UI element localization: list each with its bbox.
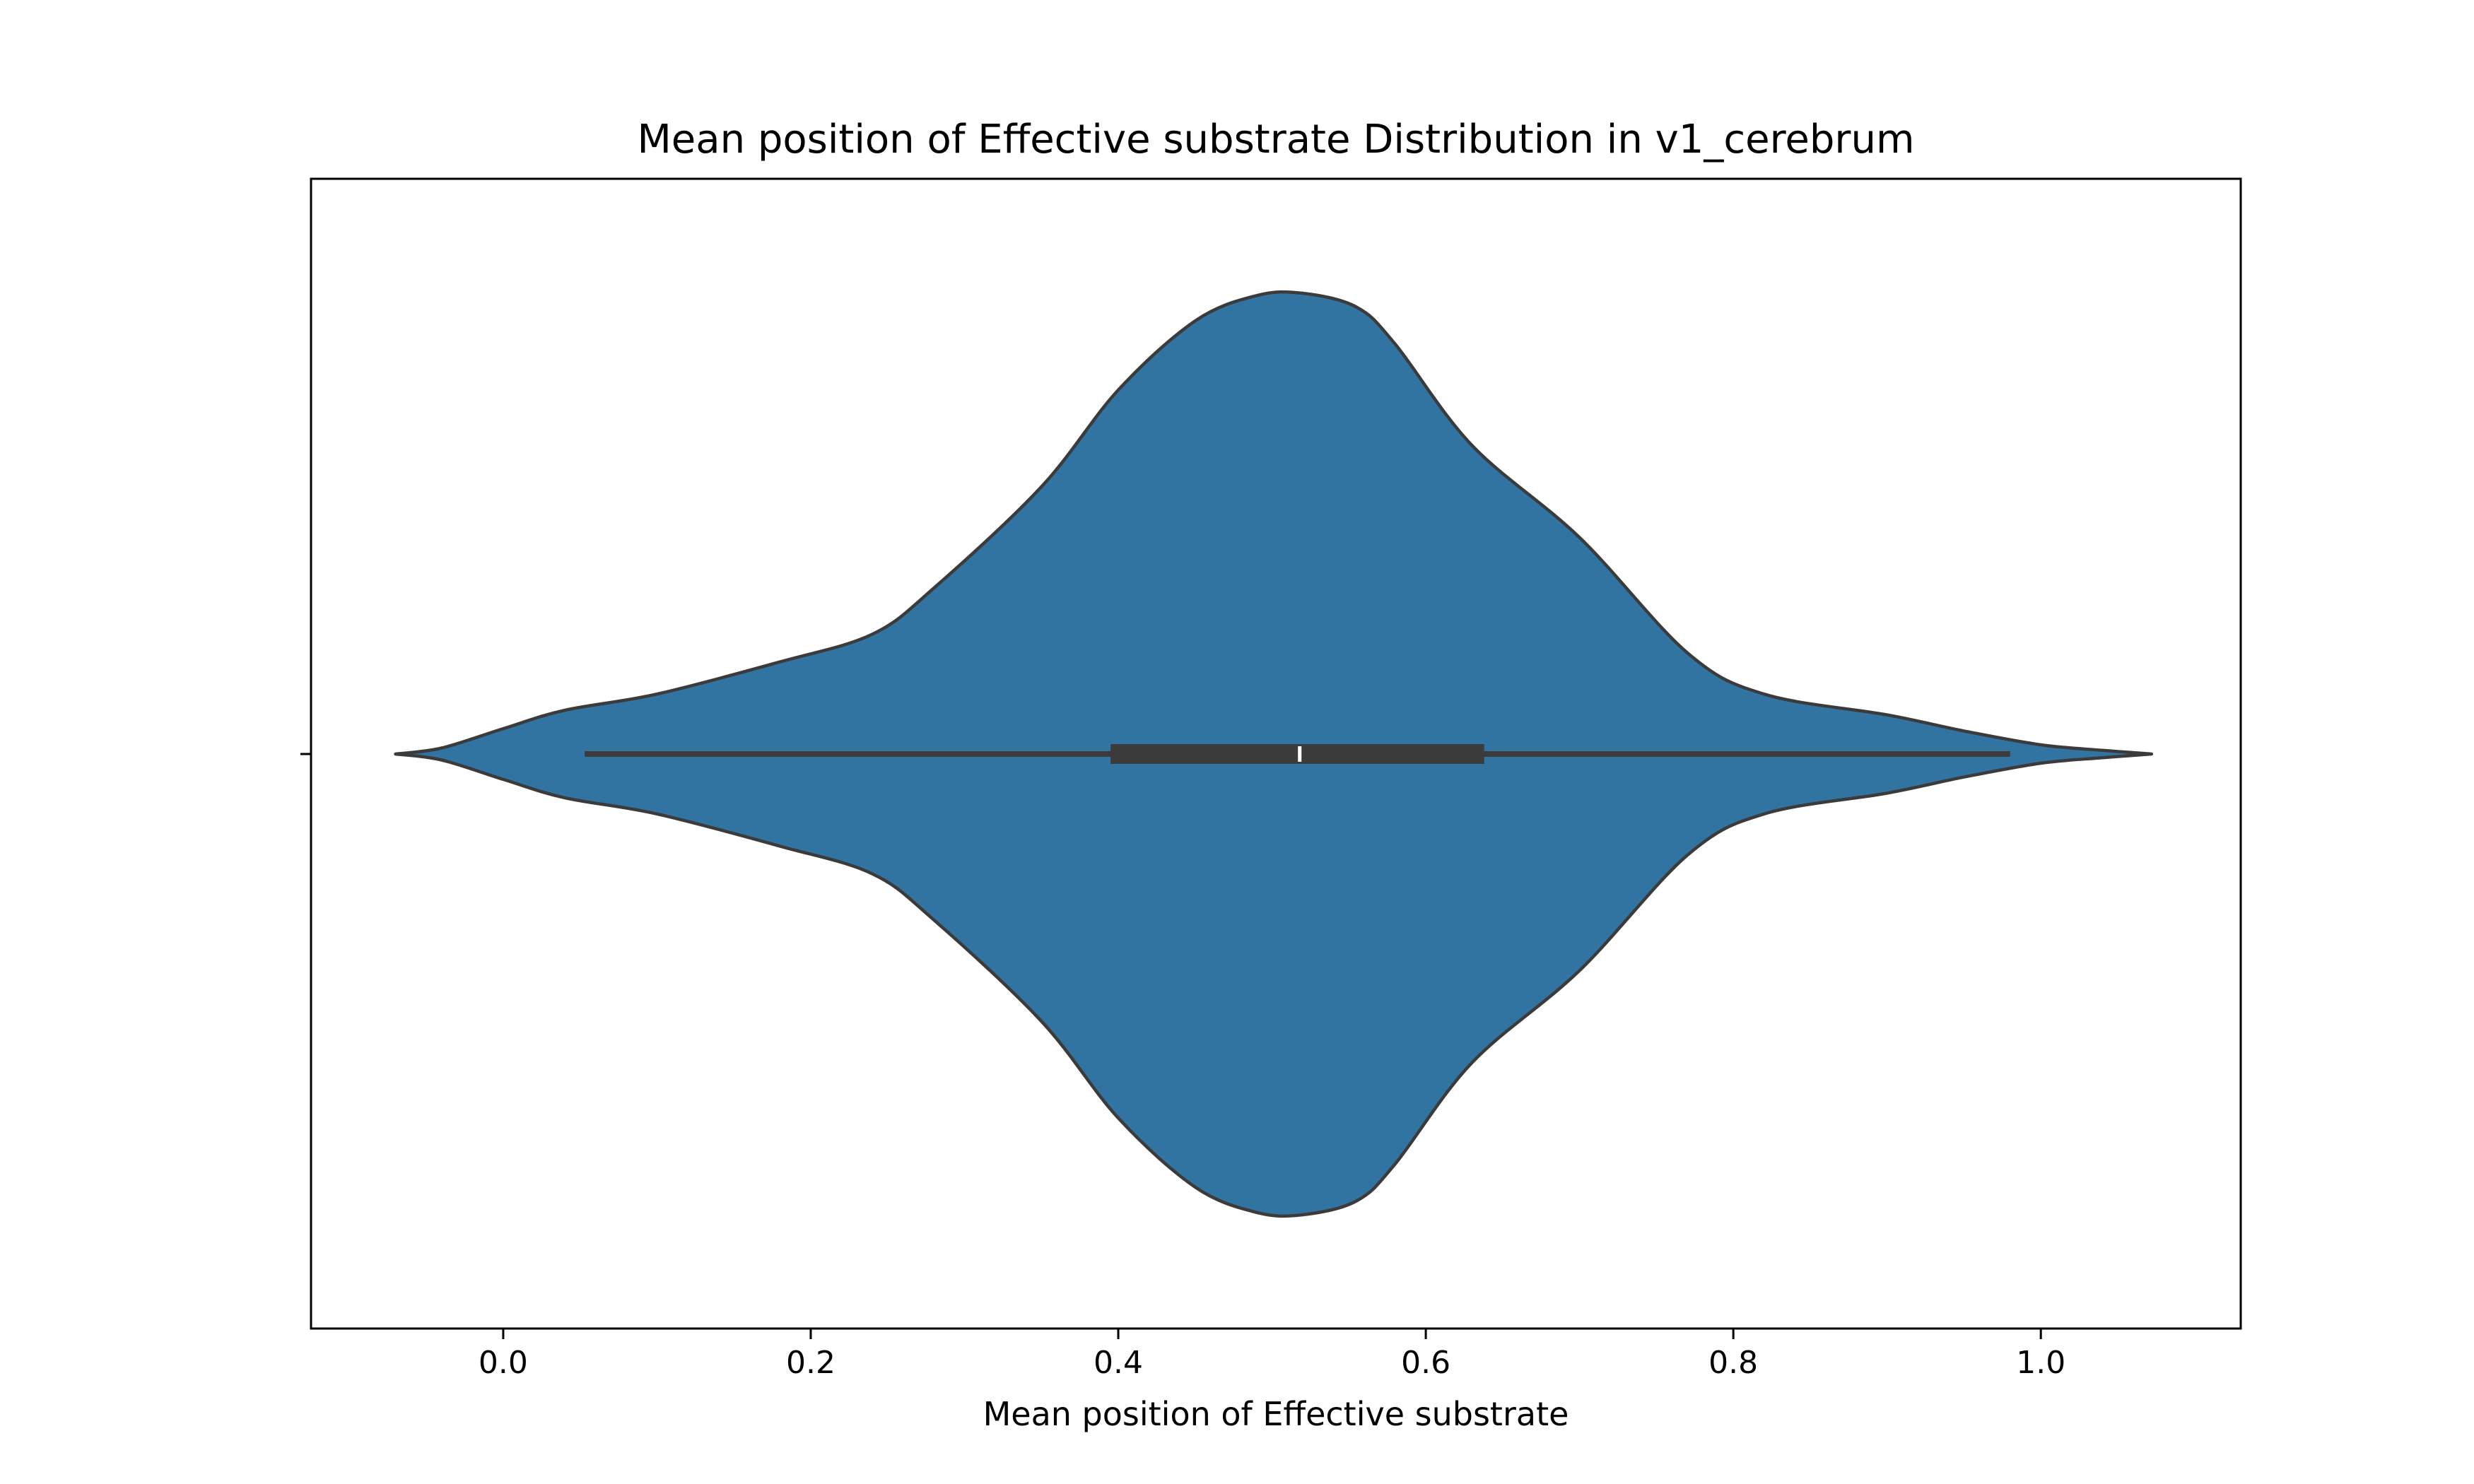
x-tick-label: 0.8 [1708,1345,1758,1381]
x-tick-label: 0.4 [1094,1345,1143,1381]
x-axis-label: Mean position of Effective substrate [983,1395,1569,1433]
x-tick-label: 0.6 [1401,1345,1450,1381]
x-axis: 0.0 0.2 0.4 0.6 0.8 1.0 [479,1329,2065,1381]
plot-area [394,290,2154,1218]
x-tick-label: 1.0 [2016,1345,2065,1381]
interquartile-box [1110,744,1484,764]
x-tick-label: 0.2 [786,1345,836,1381]
x-tick-label: 0.0 [479,1345,528,1381]
chart-title: Mean position of Effective substrate Dis… [637,117,1914,163]
